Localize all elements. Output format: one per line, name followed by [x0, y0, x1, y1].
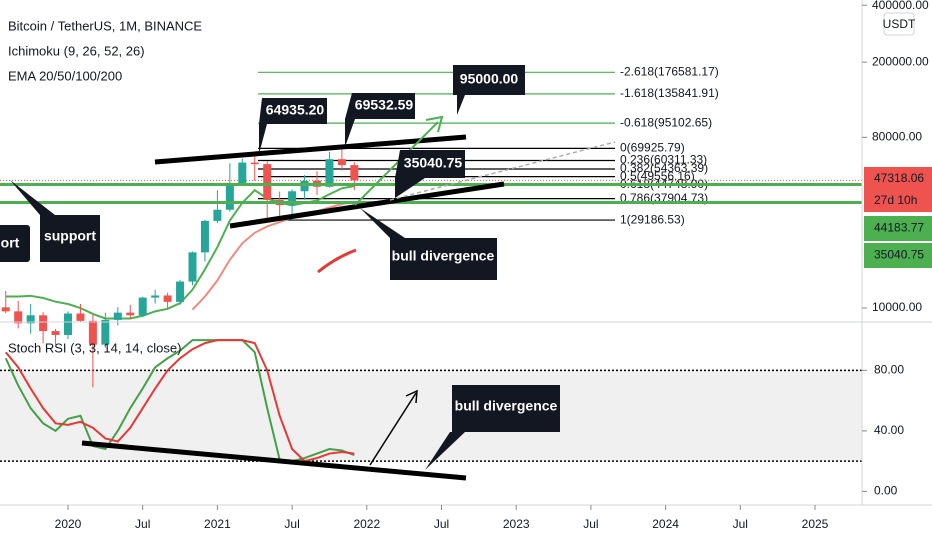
currency-button[interactable] [883, 12, 915, 36]
callout [0, 225, 30, 262]
support-line [0, 183, 862, 186]
x-tick-label: 2020 [55, 517, 82, 531]
candle-body [138, 297, 147, 316]
axes: 400000.00 200000.00 80000.00 10000.00 80.00 4… [55, 0, 932, 531]
fib-label: -2.618(176581.17) [620, 64, 719, 78]
callout [259, 98, 327, 154]
x-tick-label: 2024 [652, 517, 679, 531]
candle-body [225, 184, 234, 210]
callout-text: 35040.75 [404, 155, 463, 171]
indicator-label: Stoch RSI (3, 3, 14, 14, close) [8, 340, 181, 355]
chart-title: Bitcoin / TetherUS, 1M, BINANCE [8, 18, 202, 33]
candle-body [300, 180, 309, 192]
price-tag [864, 167, 932, 212]
price-tag [864, 243, 932, 268]
candle-body [350, 165, 359, 181]
drawings: 64935.20 69532.59 95000.00 35040.75 supp… [0, 65, 862, 481]
candle-body [188, 252, 197, 282]
y-tick-label: 10000.00 [872, 300, 922, 314]
callout [360, 208, 497, 280]
y-tick-label: 400000.00 [872, 0, 929, 12]
candle-body [14, 311, 23, 324]
price-tag-label: 47318.06 [874, 171, 924, 185]
fib-label: 0(69925.79) [620, 141, 685, 155]
candle-body [337, 159, 346, 166]
fib-label: -0.618(95102.65) [620, 115, 712, 129]
callout [10, 180, 100, 262]
candle-body [250, 162, 259, 165]
series-line [191, 200, 355, 311]
candle-body [200, 220, 209, 253]
candle-body [126, 312, 135, 316]
price-tag-label: 44183.77 [874, 221, 924, 235]
trend-line [229, 181, 505, 229]
y-tick-label: 40.00 [874, 423, 904, 437]
x-tick-label: Jul [284, 517, 299, 531]
x-tick-label: 2023 [503, 517, 530, 531]
arrow [354, 121, 439, 206]
x-tick-label: Jul [733, 517, 748, 531]
y-tick-label: 0.00 [874, 484, 898, 498]
fib-label: 0.382(54363.39) [620, 161, 708, 175]
curve [317, 248, 357, 274]
marks: -2.618(176581.17) -1.618(135841.91) -0.618… [0, 64, 862, 463]
series-line [4, 339, 355, 463]
candle-body [64, 313, 72, 335]
candle-body [263, 164, 272, 200]
callout [395, 150, 465, 198]
candle-body [325, 159, 334, 187]
candle-body [51, 331, 60, 335]
x-tick-label: Jul [135, 517, 150, 531]
candle-body [39, 315, 48, 332]
candle-body [101, 319, 110, 345]
countdown-label: 27d 10h [874, 193, 917, 207]
fib-label: 1(29186.53) [620, 212, 685, 226]
currency-label[interactable]: USDT [883, 17, 916, 31]
x-tick-label: Jul [434, 517, 449, 531]
callout [345, 93, 415, 147]
candle-body [288, 191, 297, 206]
callout-text: support [44, 228, 96, 244]
indicator-label: Ichimoku (9, 26, 52, 26) [8, 43, 145, 58]
y-tick-label: 80000.00 [872, 129, 922, 143]
callout-text: 69532.59 [355, 97, 414, 113]
x-tick-label: 2021 [204, 517, 231, 531]
callout-text: ort [1, 235, 20, 251]
y-tick-label: 200000.00 [872, 54, 929, 68]
candle-body [88, 320, 97, 345]
projection-line [389, 141, 616, 201]
y-tick-label: 80.00 [874, 363, 904, 377]
callout [453, 65, 525, 115]
candle-body [76, 313, 85, 321]
candle-body [213, 209, 222, 221]
callout-text: 95000.00 [460, 71, 519, 87]
arrow-head [425, 115, 444, 133]
fib-label: 0.5(49556.16) [620, 169, 695, 183]
indicator-label: EMA 20/50/100/200 [8, 68, 122, 83]
candle-body [1, 307, 10, 312]
x-tick-label: Jul [583, 517, 598, 531]
x-tick-label: 2025 [802, 517, 829, 531]
arrow [369, 392, 417, 466]
trend-line [154, 134, 467, 165]
trend-line [81, 440, 467, 481]
arrow-head [405, 389, 418, 404]
price-tag [864, 216, 932, 241]
candle-body [163, 295, 172, 302]
fib-label: -1.618(135841.91) [620, 86, 719, 100]
price-tag-label: 35040.75 [874, 248, 924, 262]
callout-text: 64935.20 [266, 102, 325, 118]
callout [425, 385, 560, 470]
x-tick-label: 2022 [353, 517, 380, 531]
fib-label: 0.236(60311.33) [620, 153, 707, 167]
candle-body [26, 315, 35, 324]
support-line [0, 201, 862, 204]
candle-body [238, 162, 247, 185]
candle-body [151, 295, 160, 298]
callout-text: bull divergence [455, 398, 558, 414]
candle-body [176, 281, 185, 302]
candle-body [113, 312, 122, 320]
callout-text: bull divergence [392, 248, 495, 264]
